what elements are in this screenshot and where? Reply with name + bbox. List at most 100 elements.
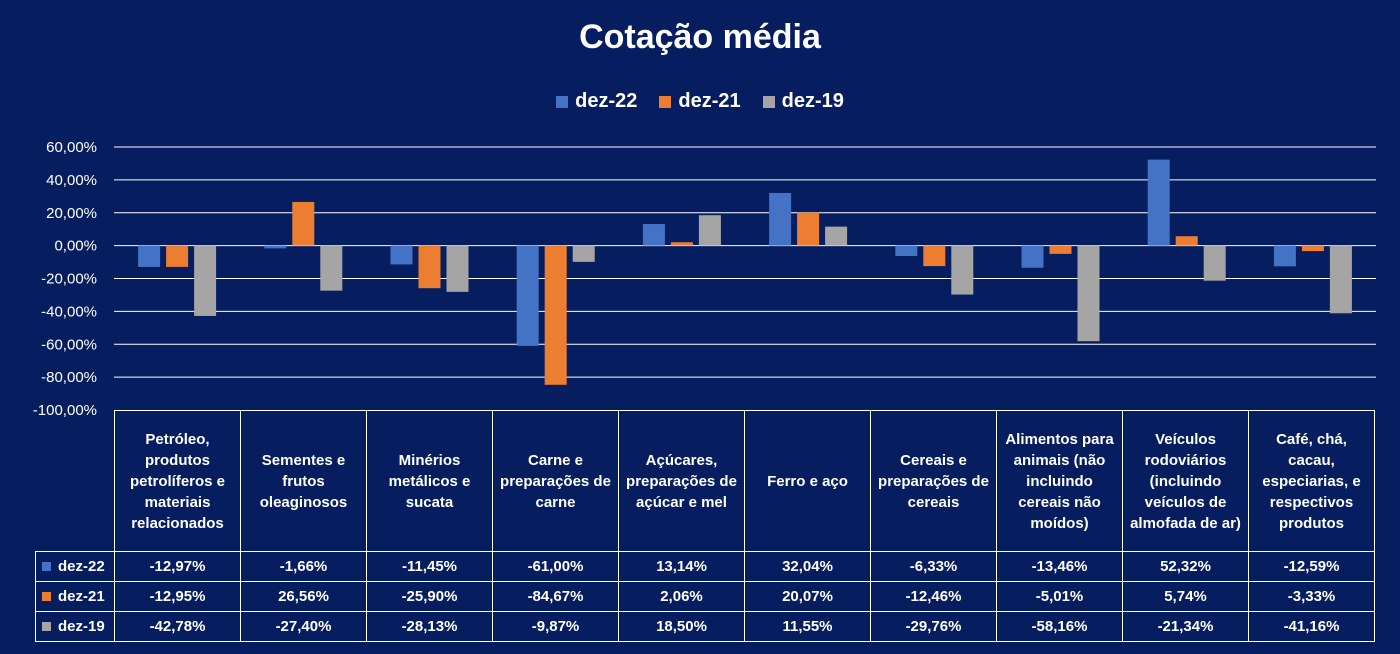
bar-dez-22 bbox=[138, 245, 161, 267]
y-tick-label: 40,00% bbox=[46, 172, 97, 189]
bar-dez-22 bbox=[264, 245, 287, 249]
data-cell: -12,95% bbox=[114, 581, 241, 612]
data-cell: 52,32% bbox=[1122, 551, 1249, 582]
legend: dez-22 dez-21 dez-19 bbox=[0, 90, 1400, 113]
data-cell: -42,78% bbox=[114, 611, 241, 642]
series-label-cell: dez-22 bbox=[35, 551, 115, 582]
bar-dez-19 bbox=[194, 245, 217, 316]
data-cell: 13,14% bbox=[618, 551, 745, 582]
legend-label: dez-22 bbox=[575, 90, 638, 112]
bar-dez-21 bbox=[292, 201, 315, 246]
bar-dez-22 bbox=[516, 245, 539, 346]
y-tick-label: 0,00% bbox=[54, 238, 97, 255]
bar-dez-22 bbox=[769, 192, 792, 246]
data-cell: -5,01% bbox=[996, 581, 1123, 612]
legend-label: dez-21 bbox=[678, 90, 741, 112]
bar-dez-19 bbox=[951, 245, 974, 295]
bar-dez-19 bbox=[1203, 245, 1226, 281]
legend-item-dez-21: dez-21 bbox=[659, 90, 741, 113]
bar-dez-21 bbox=[166, 245, 189, 267]
data-cell: -13,46% bbox=[996, 551, 1123, 582]
series-label: dez-21 bbox=[58, 588, 105, 605]
data-cell: 26,56% bbox=[240, 581, 367, 612]
data-table: Petróleo, produtos petrolíferos e materi… bbox=[35, 410, 1375, 642]
row-swatch bbox=[42, 592, 51, 601]
data-cell: 2,06% bbox=[618, 581, 745, 612]
bar-dez-22 bbox=[642, 224, 665, 246]
bar-dez-19 bbox=[1329, 245, 1352, 314]
data-cell: -28,13% bbox=[366, 611, 493, 642]
y-tick-label: -20,00% bbox=[41, 271, 97, 288]
series-label: dez-22 bbox=[58, 558, 105, 575]
data-table-corner bbox=[35, 410, 115, 552]
bar-dez-22 bbox=[1147, 159, 1170, 246]
y-tick-label: 20,00% bbox=[46, 205, 97, 222]
category-label: Sementes e frutos oleaginosos bbox=[240, 410, 367, 552]
data-cell: -21,34% bbox=[1122, 611, 1249, 642]
series-label-cell: dez-21 bbox=[35, 581, 115, 612]
bar-dez-22 bbox=[1273, 245, 1296, 267]
bar-dez-19 bbox=[698, 215, 721, 246]
bar-dez-21 bbox=[418, 245, 441, 289]
legend-label: dez-19 bbox=[781, 90, 844, 112]
bar-dez-19 bbox=[446, 245, 469, 292]
bar-dez-21 bbox=[797, 212, 820, 246]
category-label: Ferro e aço bbox=[744, 410, 871, 552]
data-table-row-dez-22: dez-22 -12,97% -1,66% -11,45% -61,00% 13… bbox=[35, 551, 1375, 582]
data-cell: 5,74% bbox=[1122, 581, 1249, 612]
y-tick-label: -40,00% bbox=[41, 303, 97, 320]
category-label: Minérios metálicos e sucata bbox=[366, 410, 493, 552]
y-tick-label: -60,00% bbox=[41, 336, 97, 353]
bars bbox=[138, 159, 1352, 385]
series-label: dez-19 bbox=[58, 618, 105, 635]
bar-dez-21 bbox=[1301, 245, 1324, 252]
bar-dez-19 bbox=[572, 245, 595, 262]
data-cell: -12,97% bbox=[114, 551, 241, 582]
data-table-header-row: Petróleo, produtos petrolíferos e materi… bbox=[35, 410, 1375, 552]
bar-dez-21 bbox=[1175, 236, 1198, 246]
row-swatch bbox=[42, 622, 51, 631]
bar-dez-21 bbox=[670, 242, 693, 246]
data-cell: -9,87% bbox=[492, 611, 619, 642]
data-cell: -25,90% bbox=[366, 581, 493, 612]
bar-dez-19 bbox=[825, 226, 848, 246]
category-label: Cereais e preparações de cereais bbox=[870, 410, 997, 552]
category-label: Petróleo, produtos petrolíferos e materi… bbox=[114, 410, 241, 552]
y-tick-label: 60,00% bbox=[46, 139, 97, 156]
bar-dez-22 bbox=[1021, 245, 1044, 268]
data-cell: -61,00% bbox=[492, 551, 619, 582]
bar-dez-21 bbox=[1049, 245, 1072, 254]
legend-item-dez-19: dez-19 bbox=[762, 90, 844, 113]
data-cell: -6,33% bbox=[870, 551, 997, 582]
data-cell: 11,55% bbox=[744, 611, 871, 642]
data-cell: -84,67% bbox=[492, 581, 619, 612]
data-cell: -29,76% bbox=[870, 611, 997, 642]
legend-item-dez-22: dez-22 bbox=[556, 90, 637, 113]
data-cell: -27,40% bbox=[240, 611, 367, 642]
data-cell: -12,59% bbox=[1248, 551, 1375, 582]
legend-swatch bbox=[556, 95, 569, 108]
bar-dez-22 bbox=[895, 245, 918, 257]
y-axis-tick-labels: 60,00% 40,00% 20,00% 0,00% -20,00% -40,00% -60… bbox=[33, 139, 97, 419]
legend-swatch bbox=[659, 95, 672, 108]
data-cell: -12,46% bbox=[870, 581, 997, 612]
gridlines bbox=[114, 146, 1376, 378]
category-label: Carne e preparações de carne bbox=[492, 410, 619, 552]
data-cell: 18,50% bbox=[618, 611, 745, 642]
bar-dez-21 bbox=[544, 245, 567, 385]
data-cell: -41,16% bbox=[1248, 611, 1375, 642]
bar-dez-21 bbox=[923, 245, 946, 267]
bar-dez-19 bbox=[320, 245, 343, 291]
row-swatch bbox=[42, 562, 51, 571]
series-label-cell: dez-19 bbox=[35, 611, 115, 642]
data-cell: 32,04% bbox=[744, 551, 871, 582]
chart-title: Cotação média bbox=[579, 18, 821, 56]
data-cell: 20,07% bbox=[744, 581, 871, 612]
category-label: Café, chá, cacau, especiarias, e respect… bbox=[1248, 410, 1375, 552]
data-cell: -3,33% bbox=[1248, 581, 1375, 612]
bar-dez-19 bbox=[1077, 245, 1100, 342]
data-cell: -58,16% bbox=[996, 611, 1123, 642]
bar-dez-22 bbox=[390, 245, 413, 265]
data-cell: -11,45% bbox=[366, 551, 493, 582]
